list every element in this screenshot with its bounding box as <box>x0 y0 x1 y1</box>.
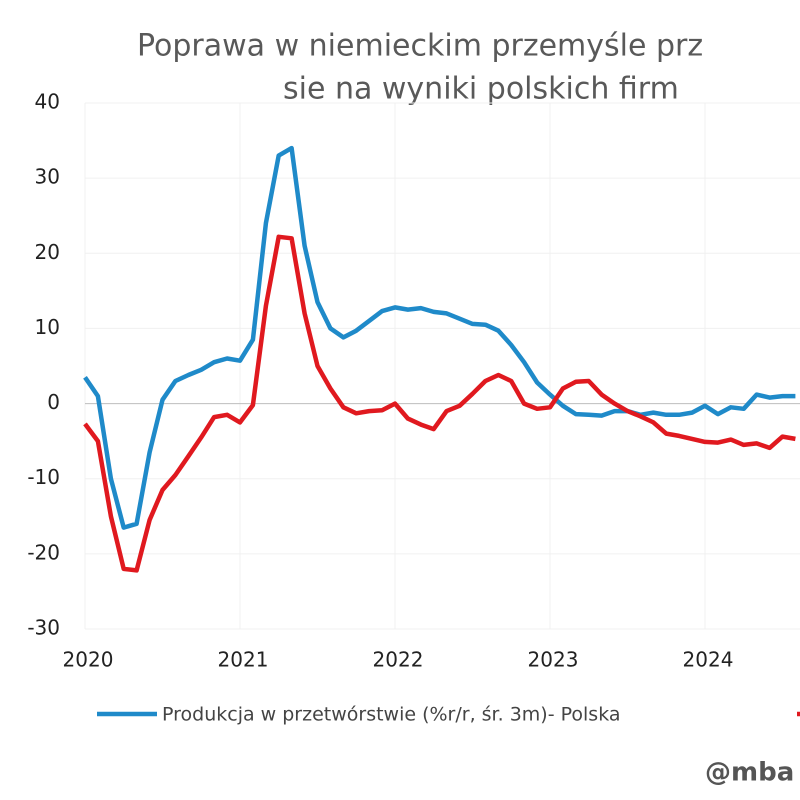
y-tick-label: 0 <box>47 390 60 414</box>
y-tick-label: -30 <box>27 616 60 640</box>
x-tick-label: 2020 <box>63 648 114 672</box>
y-tick-label: 40 <box>35 90 60 114</box>
watermark: @mba <box>705 758 794 788</box>
chart-title: Poprawa w niemieckim przemyśle prz <box>137 29 703 64</box>
series-line <box>83 234 796 573</box>
legend-label: Produkcja w przetwórstwie (%r/r, śr. 3m)… <box>162 704 621 726</box>
x-tick-label: 2022 <box>373 648 424 672</box>
chart-title: sie na wyniki polskich firm <box>283 72 679 107</box>
x-tick-label: 2023 <box>528 648 579 672</box>
series-line <box>83 145 796 530</box>
y-tick-label: -10 <box>27 465 60 489</box>
x-tick-label: 2024 <box>683 648 734 672</box>
y-tick-label: 30 <box>35 165 60 189</box>
y-tick-label: -20 <box>27 540 60 564</box>
y-tick-label: 20 <box>35 240 60 264</box>
x-tick-label: 2021 <box>218 648 269 672</box>
y-tick-label: 10 <box>35 315 60 339</box>
